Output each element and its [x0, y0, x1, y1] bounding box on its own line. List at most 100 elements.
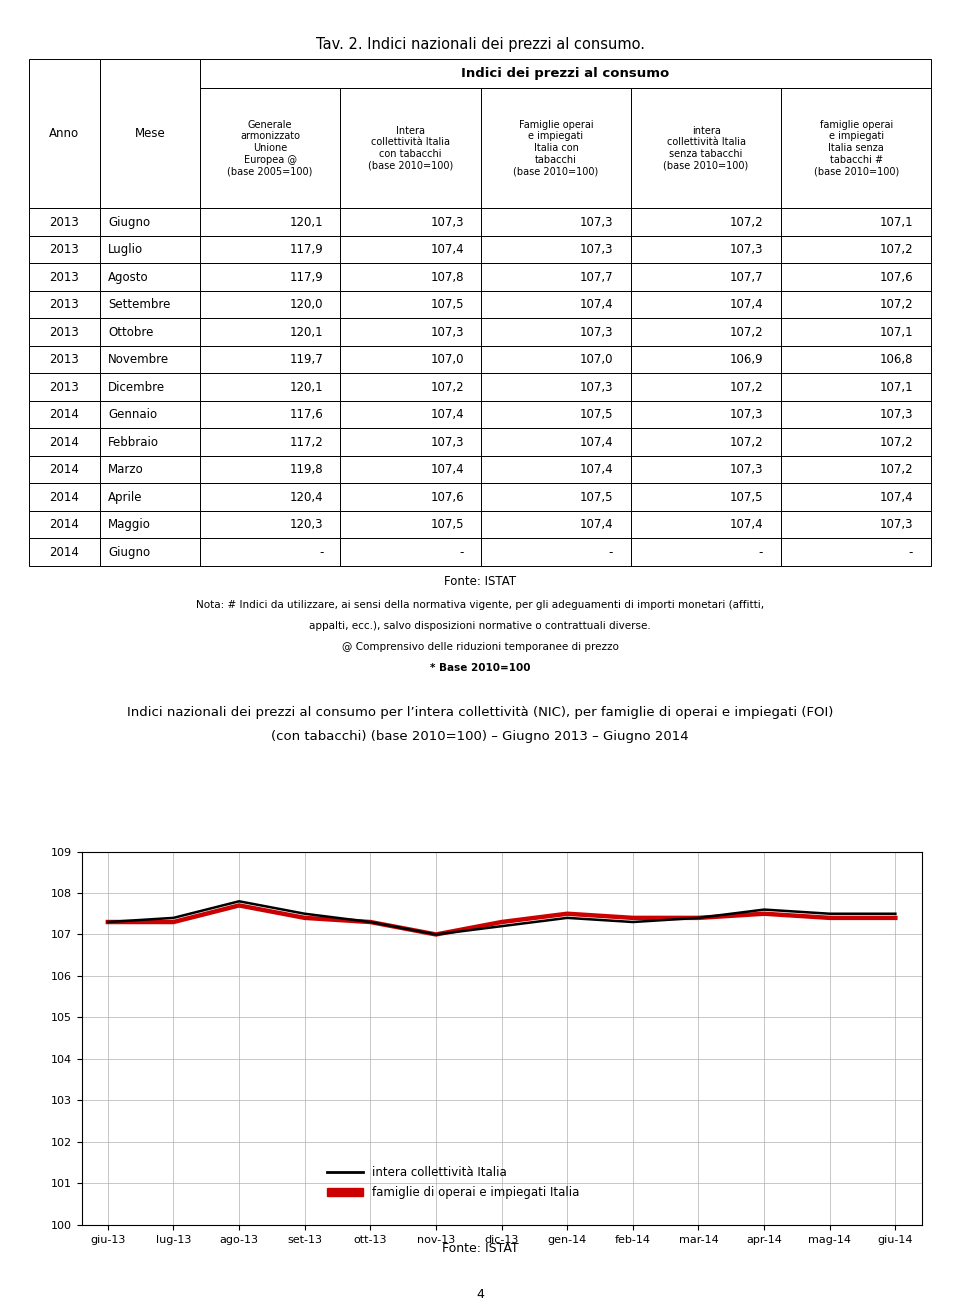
Text: 2013: 2013: [50, 326, 80, 338]
Text: 117,9: 117,9: [290, 244, 324, 255]
Text: Agosto: Agosto: [108, 271, 149, 283]
Text: Maggio: Maggio: [108, 519, 151, 531]
Text: Gennaio: Gennaio: [108, 409, 157, 421]
Text: 107,4: 107,4: [430, 244, 464, 255]
Text: 120,1: 120,1: [290, 326, 324, 338]
Text: 107,4: 107,4: [730, 519, 763, 531]
Text: 106,8: 106,8: [879, 354, 913, 365]
Text: 120,1: 120,1: [290, 216, 324, 228]
Text: Generale
armonizzato
Unione
Europea @
(base 2005=100): Generale armonizzato Unione Europea @ (b…: [228, 119, 313, 177]
Text: 106,9: 106,9: [730, 354, 763, 365]
Text: 107,4: 107,4: [879, 491, 913, 503]
Text: 107,2: 107,2: [730, 381, 763, 393]
Text: Fonte: ISTAT: Fonte: ISTAT: [444, 575, 516, 588]
Text: Giugno: Giugno: [108, 216, 150, 228]
Text: intera
collettività Italia
senza tabacchi
(base 2010=100): intera collettività Italia senza tabacch…: [663, 126, 749, 170]
Text: 2013: 2013: [50, 354, 80, 365]
Text: * Base 2010=100: * Base 2010=100: [430, 663, 530, 673]
Text: (con tabacchi) (base 2010=100) – Giugno 2013 – Giugno 2014: (con tabacchi) (base 2010=100) – Giugno …: [271, 730, 689, 743]
Text: -: -: [758, 546, 763, 558]
Text: 107,7: 107,7: [730, 271, 763, 283]
Text: 107,5: 107,5: [580, 491, 613, 503]
Text: 107,2: 107,2: [430, 381, 464, 393]
Text: 107,2: 107,2: [730, 326, 763, 338]
Text: 107,2: 107,2: [879, 436, 913, 448]
Text: 2013: 2013: [50, 381, 80, 393]
Text: 2013: 2013: [50, 216, 80, 228]
Text: 117,6: 117,6: [290, 409, 324, 421]
Text: 107,8: 107,8: [431, 271, 464, 283]
Text: 107,7: 107,7: [580, 271, 613, 283]
Text: 107,3: 107,3: [580, 216, 613, 228]
Text: 107,5: 107,5: [580, 409, 613, 421]
Text: 107,4: 107,4: [580, 519, 613, 531]
Text: Settembre: Settembre: [108, 299, 170, 310]
Text: 107,1: 107,1: [879, 381, 913, 393]
Text: Famiglie operai
e impiegati
Italia con
tabacchi
(base 2010=100): Famiglie operai e impiegati Italia con t…: [514, 119, 599, 177]
Text: 107,4: 107,4: [580, 299, 613, 310]
Text: 120,4: 120,4: [290, 491, 324, 503]
Text: 107,3: 107,3: [431, 436, 464, 448]
Text: 120,0: 120,0: [290, 299, 324, 310]
Text: @ Comprensivo delle riduzioni temporanee di prezzo: @ Comprensivo delle riduzioni temporanee…: [342, 642, 618, 652]
Text: 120,1: 120,1: [290, 381, 324, 393]
Text: Anno: Anno: [49, 127, 80, 140]
Text: 107,3: 107,3: [730, 244, 763, 255]
Text: 2014: 2014: [50, 546, 80, 558]
Text: 107,3: 107,3: [879, 409, 913, 421]
Text: 107,5: 107,5: [431, 519, 464, 531]
Text: 119,8: 119,8: [290, 464, 324, 476]
Text: 117,2: 117,2: [290, 436, 324, 448]
Text: 107,2: 107,2: [879, 299, 913, 310]
Text: 4: 4: [476, 1288, 484, 1301]
Text: 2013: 2013: [50, 299, 80, 310]
Text: Tav. 2. Indici nazionali dei prezzi al consumo.: Tav. 2. Indici nazionali dei prezzi al c…: [316, 38, 644, 52]
Text: 107,2: 107,2: [879, 244, 913, 255]
Text: -: -: [460, 546, 464, 558]
Text: Luglio: Luglio: [108, 244, 143, 255]
Text: 107,4: 107,4: [430, 464, 464, 476]
Text: Nota: # Indici da utilizzare, ai sensi della normativa vigente, per gli adeguame: Nota: # Indici da utilizzare, ai sensi d…: [196, 600, 764, 610]
Text: appalti, ecc.), salvo disposizioni normative o contrattuali diverse.: appalti, ecc.), salvo disposizioni norma…: [309, 621, 651, 631]
Text: 107,3: 107,3: [580, 381, 613, 393]
Text: Novembre: Novembre: [108, 354, 169, 365]
Text: 107,6: 107,6: [879, 271, 913, 283]
Text: 107,2: 107,2: [730, 436, 763, 448]
Text: 2014: 2014: [50, 491, 80, 503]
Text: 107,4: 107,4: [430, 409, 464, 421]
Text: 107,4: 107,4: [580, 436, 613, 448]
Text: 2014: 2014: [50, 464, 80, 476]
Text: 107,4: 107,4: [580, 464, 613, 476]
Text: 2014: 2014: [50, 519, 80, 531]
Text: Giugno: Giugno: [108, 546, 150, 558]
Text: 107,3: 107,3: [580, 326, 613, 338]
Text: 107,1: 107,1: [879, 326, 913, 338]
Text: Ottobre: Ottobre: [108, 326, 154, 338]
Text: 107,3: 107,3: [580, 244, 613, 255]
Text: Intera
collettività Italia
con tabacchi
(base 2010=100): Intera collettività Italia con tabacchi …: [368, 126, 453, 170]
Text: Indici nazionali dei prezzi al consumo per l’intera collettività (NIC), per fami: Indici nazionali dei prezzi al consumo p…: [127, 706, 833, 719]
Text: -: -: [319, 546, 324, 558]
Text: 107,0: 107,0: [580, 354, 613, 365]
Text: Marzo: Marzo: [108, 464, 144, 476]
Legend: intera collettività Italia, famiglie di operai e impiegati Italia: intera collettività Italia, famiglie di …: [323, 1162, 585, 1204]
Text: 2014: 2014: [50, 409, 80, 421]
Text: Indici dei prezzi al consumo: Indici dei prezzi al consumo: [462, 67, 670, 80]
Text: 107,3: 107,3: [431, 326, 464, 338]
Text: 107,6: 107,6: [430, 491, 464, 503]
Text: 2013: 2013: [50, 244, 80, 255]
Text: 107,3: 107,3: [879, 519, 913, 531]
Text: 107,5: 107,5: [730, 491, 763, 503]
Text: famiglie operai
e impiegati
Italia senza
tabacchi #
(base 2010=100): famiglie operai e impiegati Italia senza…: [813, 119, 899, 177]
Text: -: -: [609, 546, 613, 558]
Text: 107,5: 107,5: [431, 299, 464, 310]
Text: 2013: 2013: [50, 271, 80, 283]
Text: 107,3: 107,3: [730, 409, 763, 421]
Text: Mese: Mese: [134, 127, 165, 140]
Text: Aprile: Aprile: [108, 491, 142, 503]
Text: 107,4: 107,4: [730, 299, 763, 310]
Text: 107,2: 107,2: [730, 216, 763, 228]
Text: 107,0: 107,0: [431, 354, 464, 365]
Text: 107,1: 107,1: [879, 216, 913, 228]
Text: -: -: [909, 546, 913, 558]
